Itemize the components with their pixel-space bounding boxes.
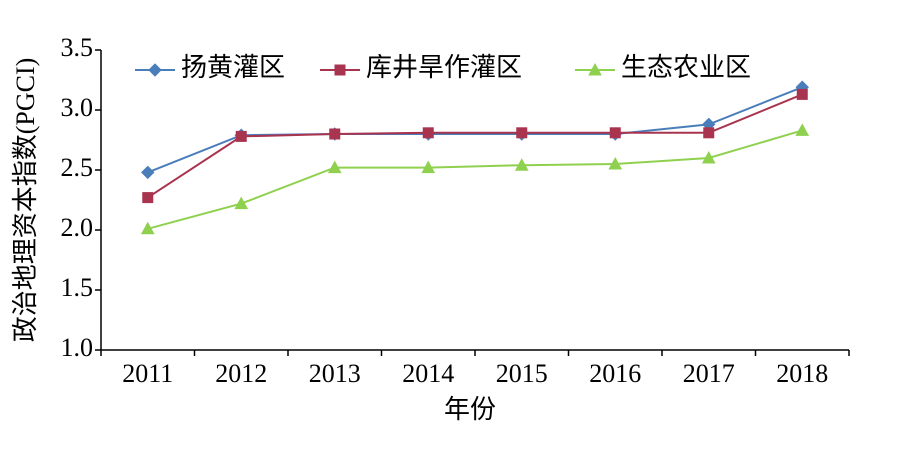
x-tick-label: 2016	[589, 359, 641, 388]
y-tick-label: 2.5	[61, 153, 94, 182]
x-tick-label: 2013	[309, 359, 361, 388]
legend-marker	[334, 64, 346, 76]
data-point	[608, 156, 623, 170]
data-point	[235, 130, 247, 142]
data-point	[234, 196, 249, 210]
legend-label: 库井旱作灌区	[366, 53, 522, 82]
data-point	[609, 127, 621, 139]
data-point	[514, 158, 529, 171]
data-point	[796, 88, 808, 100]
y-tick-label: 2.0	[61, 213, 94, 242]
y-tick-label: 3.0	[61, 93, 94, 122]
x-tick-label: 2017	[683, 359, 735, 388]
x-tick-label: 2014	[402, 359, 454, 388]
x-tick-label: 2011	[122, 359, 173, 388]
y-tick-label: 3.5	[61, 33, 94, 62]
data-point	[703, 127, 715, 139]
data-point	[141, 165, 155, 180]
data-point	[421, 160, 436, 174]
data-point	[795, 123, 810, 136]
x-tick-label: 2018	[776, 359, 828, 388]
legend-marker	[588, 62, 602, 76]
data-point	[422, 127, 434, 139]
x-tick-label: 2012	[215, 359, 267, 388]
legend-label: 扬黄灌区	[181, 53, 285, 82]
y-tick-label: 1.5	[61, 273, 94, 302]
x-axis-label: 年份	[444, 395, 496, 424]
data-point	[516, 127, 528, 139]
legend-marker	[148, 63, 162, 77]
y-axis-label: 政治地理资本指数(PGCI)	[11, 58, 40, 343]
y-tick-label: 1.0	[61, 333, 94, 362]
data-point	[327, 160, 342, 174]
data-point	[329, 128, 341, 140]
legend-label: 生态农业区	[621, 53, 751, 82]
data-point	[140, 221, 155, 235]
data-point	[701, 150, 716, 164]
data-point	[142, 192, 154, 204]
series-line	[147, 93, 803, 199]
x-tick-label: 2015	[496, 359, 548, 388]
series-line	[147, 129, 803, 230]
